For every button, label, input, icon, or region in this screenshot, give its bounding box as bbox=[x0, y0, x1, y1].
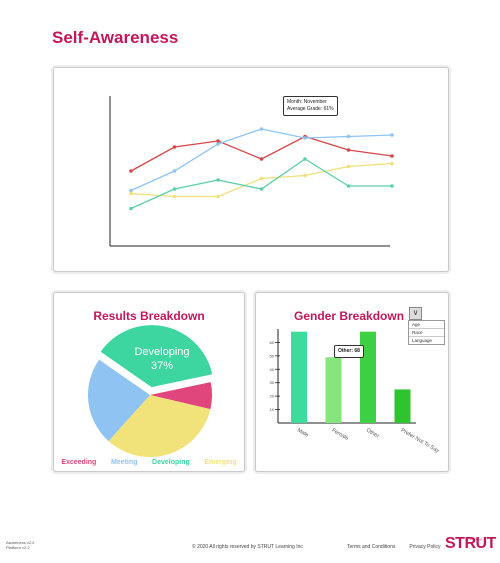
line-point[interactable] bbox=[390, 161, 394, 166]
pie-chart: Developing 37% bbox=[88, 325, 213, 457]
line-point[interactable] bbox=[303, 136, 307, 140]
results-breakdown-title: Results Breakdown bbox=[93, 309, 205, 323]
bar-x-label: Other bbox=[365, 428, 380, 440]
pie-slice-exceeding[interactable] bbox=[150, 382, 212, 410]
strut-logo[interactable]: STRUT bbox=[445, 535, 496, 552]
line-point[interactable] bbox=[172, 145, 177, 149]
line-point[interactable] bbox=[216, 142, 220, 146]
line-point[interactable] bbox=[259, 157, 264, 161]
line-point[interactable] bbox=[346, 164, 351, 169]
chevron-down-icon: ∨ bbox=[412, 308, 419, 317]
pie-slice-developing[interactable] bbox=[100, 325, 213, 388]
line-point[interactable] bbox=[172, 169, 177, 173]
line-point[interactable] bbox=[216, 139, 220, 143]
bar-y-tick-label: 50 bbox=[270, 353, 275, 358]
pie-slice-emerging[interactable] bbox=[108, 395, 211, 457]
line-point[interactable] bbox=[172, 194, 177, 199]
line-point[interactable] bbox=[346, 134, 351, 139]
bar-tooltip: Other: 68 bbox=[334, 345, 364, 358]
version-platform: Platform v2.2 bbox=[6, 545, 30, 550]
bar-female[interactable] bbox=[325, 357, 342, 423]
bar-y-tick-label: 20 bbox=[270, 394, 275, 399]
line-point[interactable] bbox=[259, 176, 264, 181]
dropdown-option-race[interactable]: Race bbox=[409, 329, 444, 337]
line-chart-card: Month: November Average Grade: 61% bbox=[53, 67, 449, 272]
line-point[interactable] bbox=[129, 191, 133, 196]
breakdown-dropdown-button[interactable]: ∨ bbox=[409, 307, 422, 320]
line-point[interactable] bbox=[172, 187, 177, 191]
breakdown-dropdown-menu: Age Race Language bbox=[408, 320, 445, 345]
legend-exceeding[interactable]: Exceeding bbox=[61, 459, 97, 466]
gender-breakdown-title: Gender Breakdown bbox=[294, 309, 405, 323]
version-awareness: Awareness v2.2 bbox=[6, 540, 35, 545]
line-chart bbox=[109, 96, 394, 247]
line-point[interactable] bbox=[216, 194, 220, 199]
results-breakdown-card: Results Breakdown Developing 37% Exceedin… bbox=[53, 292, 245, 472]
pie-legend: Exceeding Meeting Developing Emerging bbox=[54, 459, 244, 466]
privacy-link[interactable]: Privacy Policy bbox=[409, 544, 441, 550]
bar-x-label: Male bbox=[296, 428, 309, 439]
line-point[interactable] bbox=[216, 178, 220, 182]
line-point[interactable] bbox=[259, 127, 264, 131]
dropdown-option-language[interactable]: Language bbox=[412, 338, 433, 343]
line-point[interactable] bbox=[129, 188, 133, 193]
bar-other[interactable] bbox=[360, 331, 376, 423]
terms-link[interactable]: Terms and Conditions bbox=[347, 544, 396, 550]
footer-links: Terms and Conditions Privacy Policy bbox=[347, 544, 440, 550]
dropdown-option-age[interactable]: Age bbox=[409, 321, 444, 329]
line-point[interactable] bbox=[390, 133, 394, 137]
bar-x-label: Prefer Not To Say bbox=[400, 428, 441, 455]
bar-prefer-not-to-say[interactable] bbox=[394, 389, 411, 423]
bar-y-tick-label: 10 bbox=[270, 407, 275, 412]
line-tooltip-grade: Average Grade: 61% bbox=[287, 106, 334, 112]
page-title: Self-Awareness bbox=[52, 28, 179, 47]
bar-x-label: Female bbox=[331, 428, 350, 442]
line-point[interactable] bbox=[259, 187, 264, 191]
strut-logo-sub: Learning bbox=[470, 537, 482, 541]
line-point[interactable] bbox=[346, 184, 351, 188]
line-point[interactable] bbox=[303, 157, 307, 161]
line-point[interactable] bbox=[129, 206, 133, 211]
line-point[interactable] bbox=[346, 148, 351, 152]
bar-y-tick-label: 40 bbox=[270, 367, 275, 372]
line-point[interactable] bbox=[390, 154, 394, 158]
pie-slice-meeting[interactable] bbox=[88, 359, 150, 442]
line-point[interactable] bbox=[390, 184, 394, 188]
line-point[interactable] bbox=[303, 173, 307, 178]
gender-breakdown-card: Gender Breakdown ∨ Age Race Language 60 5… bbox=[255, 292, 449, 472]
line-tooltip: Month: November Average Grade: 61% bbox=[283, 96, 338, 116]
legend-meeting[interactable]: Meeting bbox=[110, 459, 138, 466]
line-tooltip-month: Month: November bbox=[287, 99, 327, 105]
legend-developing[interactable]: Developing bbox=[152, 459, 190, 466]
version-info: Awareness v2.2 Platform v2.2 bbox=[6, 540, 34, 550]
bar-y-tick-label: 30 bbox=[270, 380, 275, 385]
copyright: © 2020 All rights reserved by STRUT Lear… bbox=[192, 544, 303, 550]
line-point[interactable] bbox=[129, 169, 133, 173]
pie-callout-label: Developing bbox=[134, 346, 189, 358]
bar-male[interactable] bbox=[291, 331, 307, 423]
bar-y-tick-label: 60 bbox=[270, 340, 275, 345]
pie-callout-value: 37% bbox=[151, 360, 173, 372]
bar-chart: 60 50 40 30 20 10 Male Female Other Prefer Not To… bbox=[270, 329, 441, 455]
legend-emerging[interactable]: Emerging bbox=[204, 459, 237, 466]
